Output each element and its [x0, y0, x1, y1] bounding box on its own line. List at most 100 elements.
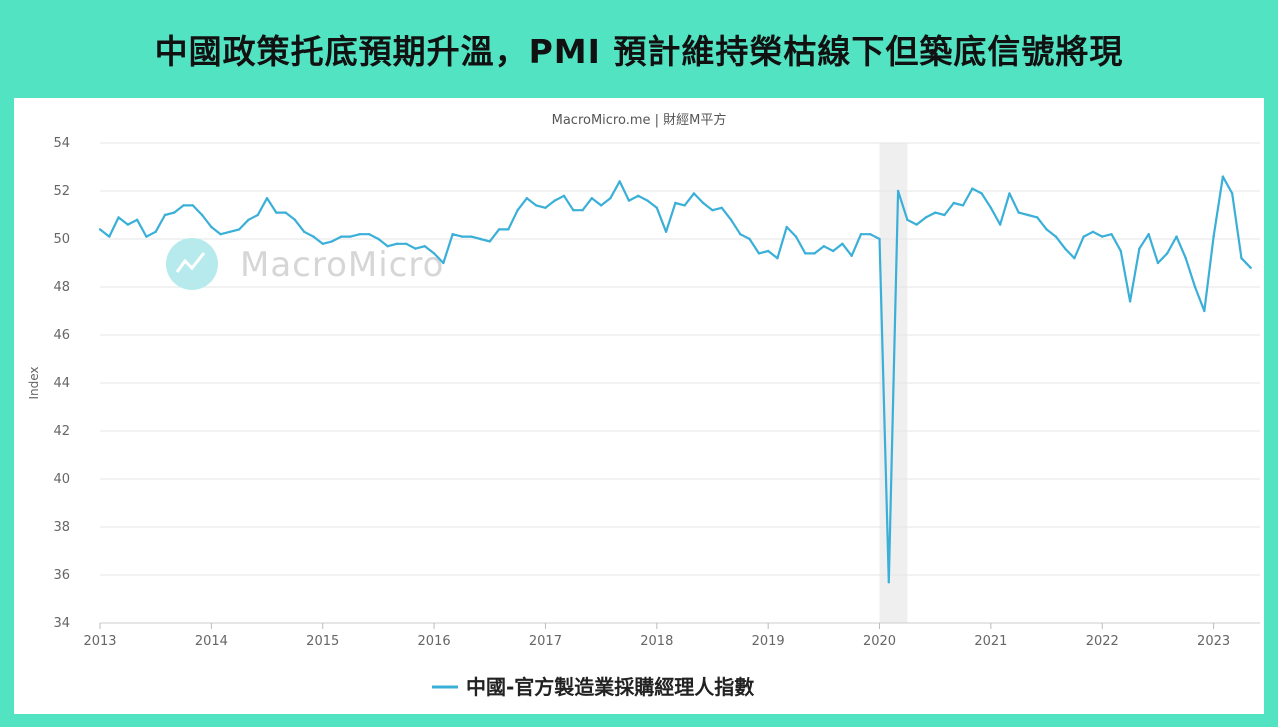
- chart-panel: MacroMicro.me | 財經M平方 MacroMicro 34 36 38 4…: [14, 98, 1264, 714]
- data-point-2018-03: [674, 201, 677, 205]
- data-point-2016-07: [488, 240, 491, 243]
- data-point-2016-03: [451, 233, 454, 236]
- data-point-2017-12: [646, 199, 649, 202]
- data-point-2013-03: [117, 216, 120, 219]
- data-point-2018-02: [664, 230, 668, 233]
- data-point-2021-01: [989, 206, 993, 209]
- data-point-2015-07: [377, 237, 380, 241]
- watermark-text: MacroMicro: [240, 245, 444, 285]
- y-tick-label-44: 44: [53, 376, 70, 391]
- data-point-2017-01: [544, 206, 547, 209]
- data-point-2015-05: [358, 233, 362, 236]
- y-tick-label-46: 46: [53, 328, 70, 343]
- data-point-2016-06: [479, 237, 482, 241]
- data-point-2022-04: [1128, 300, 1132, 303]
- x-tick-label-2015: 2015: [306, 634, 339, 649]
- data-point-2016-04: [460, 235, 464, 238]
- data-point-2015-08: [386, 245, 389, 248]
- data-point-2022-06: [1147, 233, 1150, 236]
- data-point-2016-09: [507, 228, 510, 231]
- data-point-2013-06: [145, 235, 148, 238]
- y-tick-label-36: 36: [53, 568, 70, 583]
- data-point-2019-05: [804, 252, 807, 255]
- data-point-2020-06: [924, 216, 928, 219]
- data-point-2018-04: [683, 204, 686, 207]
- data-point-2014-11: [302, 230, 306, 233]
- data-point-2019-02: [776, 257, 779, 260]
- data-point-2014-03: [228, 230, 232, 233]
- y-tick-label-54: 54: [53, 136, 70, 151]
- legend[interactable]: 中國-官方製造業採購經理人指數: [432, 675, 754, 699]
- data-point-2019-06: [813, 252, 816, 255]
- data-point-2013-12: [200, 213, 204, 217]
- y-tick-label-38: 38: [53, 520, 70, 535]
- data-point-2018-08: [720, 206, 723, 209]
- data-point-2015-11: [414, 247, 417, 250]
- data-point-2015-10: [405, 242, 408, 245]
- data-point-2018-07: [711, 209, 714, 212]
- data-point-2023-04: [1240, 257, 1243, 260]
- data-point-2015-04: [349, 235, 352, 238]
- data-point-2018-12: [757, 252, 761, 255]
- data-point-2014-10: [293, 218, 297, 221]
- data-point-2014-04: [238, 228, 241, 231]
- data-point-2018-06: [702, 201, 705, 205]
- data-point-2013-01: [98, 228, 102, 231]
- data-point-2014-12: [312, 235, 315, 238]
- data-point-2017-09: [618, 180, 621, 183]
- data-point-2022-09: [1175, 235, 1178, 238]
- data-point-2019-03: [785, 225, 788, 229]
- series-layer: [98, 175, 1252, 584]
- data-point-2023-03: [1230, 192, 1234, 195]
- watermark: MacroMicro: [166, 238, 444, 290]
- data-point-2014-02: [219, 233, 222, 236]
- data-point-2017-04: [572, 209, 575, 212]
- data-point-2019-09: [841, 242, 844, 245]
- data-point-2020-10: [961, 204, 965, 207]
- legend-label: 中國-官方製造業採購經理人指數: [466, 675, 754, 699]
- data-point-2018-01: [655, 206, 658, 209]
- data-point-2018-11: [748, 237, 751, 241]
- x-tick-label-2019: 2019: [752, 634, 785, 649]
- data-point-2019-10: [850, 254, 853, 257]
- data-point-2019-04: [794, 235, 798, 238]
- x-tick-label-2021: 2021: [974, 634, 1007, 649]
- y-tick-label-50: 50: [53, 232, 70, 247]
- data-point-2013-10: [182, 204, 185, 207]
- watermark-logo-line-icon: [175, 252, 206, 273]
- x-tick-label-2022: 2022: [1086, 634, 1119, 649]
- data-point-2016-08: [497, 228, 501, 231]
- data-point-2021-02: [998, 223, 1002, 226]
- data-point-2015-01: [321, 242, 324, 245]
- data-point-2021-07: [1045, 228, 1048, 231]
- data-point-2020-09: [952, 201, 955, 205]
- data-point-2015-06: [367, 233, 371, 236]
- data-point-2020-07: [934, 211, 937, 214]
- data-point-2013-07: [154, 230, 157, 233]
- x-tick-label-2017: 2017: [529, 634, 562, 649]
- data-point-2019-12: [869, 233, 872, 236]
- y-tick-label-34: 34: [53, 616, 70, 631]
- data-point-2022-10: [1184, 257, 1187, 260]
- y-tick-label-52: 52: [53, 184, 70, 199]
- data-point-2017-08: [609, 197, 612, 200]
- page-headline: 中國政策托底預期升溫，PMI 預計維持榮枯線下但築底信號將現: [154, 32, 1124, 71]
- data-point-2018-09: [729, 218, 733, 221]
- data-point-2017-10: [627, 199, 631, 202]
- data-point-2017-11: [637, 194, 640, 197]
- data-point-2021-12: [1091, 230, 1095, 233]
- x-tick-label-2023: 2023: [1197, 634, 1230, 649]
- data-point-2018-05: [692, 192, 696, 195]
- data-point-2016-01: [432, 252, 436, 255]
- data-point-2020-12: [980, 192, 983, 195]
- data-point-2020-02: [887, 581, 890, 584]
- data-point-2023-05: [1249, 266, 1252, 269]
- data-point-2015-03: [340, 235, 343, 238]
- data-point-2014-09: [284, 211, 287, 214]
- data-point-2021-03: [1008, 192, 1011, 195]
- data-point-2019-01: [766, 249, 770, 253]
- data-point-2020-05: [915, 223, 918, 226]
- data-point-2015-12: [423, 245, 426, 248]
- data-point-2021-08: [1054, 235, 1058, 238]
- data-point-2015-09: [395, 242, 399, 245]
